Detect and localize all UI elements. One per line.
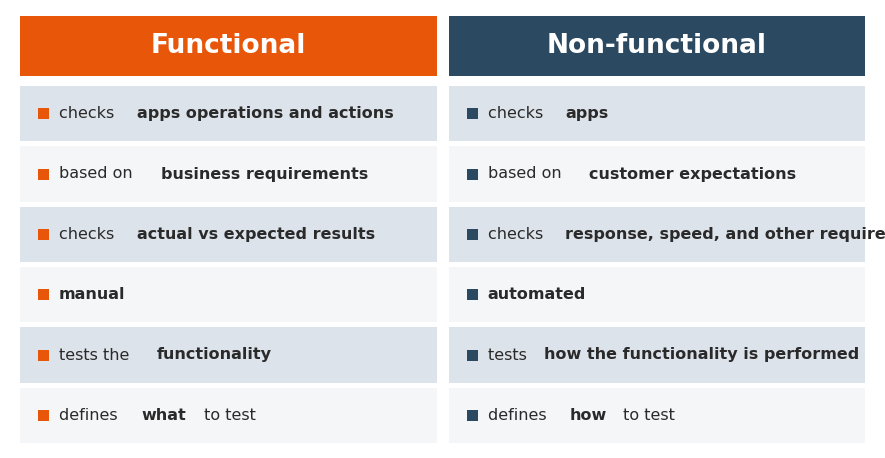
Text: manual: manual bbox=[59, 287, 126, 302]
Bar bbox=[466, 289, 478, 300]
Text: checks: checks bbox=[488, 106, 548, 121]
Bar bbox=[449, 86, 865, 142]
Text: defines: defines bbox=[59, 408, 123, 423]
Text: based on: based on bbox=[59, 167, 138, 181]
Bar bbox=[20, 147, 436, 202]
Bar bbox=[466, 169, 478, 180]
Text: customer expectations: customer expectations bbox=[589, 167, 796, 181]
Bar bbox=[20, 387, 436, 443]
Text: actual vs expected results: actual vs expected results bbox=[137, 227, 375, 242]
Text: what: what bbox=[142, 408, 186, 423]
Bar bbox=[20, 327, 436, 383]
Bar bbox=[38, 410, 49, 421]
Bar bbox=[38, 108, 49, 119]
Text: tests: tests bbox=[488, 348, 532, 362]
Bar bbox=[38, 349, 49, 360]
Text: functionality: functionality bbox=[157, 348, 272, 362]
Bar bbox=[466, 108, 478, 119]
Bar bbox=[38, 229, 49, 240]
Text: tests the: tests the bbox=[59, 348, 135, 362]
Bar bbox=[449, 267, 865, 322]
Text: response, speed, and other requirements: response, speed, and other requirements bbox=[566, 227, 885, 242]
Bar bbox=[449, 327, 865, 383]
Bar bbox=[20, 207, 436, 262]
Bar bbox=[466, 349, 478, 360]
Bar bbox=[466, 229, 478, 240]
Text: apps: apps bbox=[566, 106, 609, 121]
Text: to test: to test bbox=[199, 408, 256, 423]
Text: automated: automated bbox=[488, 287, 586, 302]
Bar bbox=[20, 16, 436, 76]
Bar bbox=[38, 169, 49, 180]
Text: business requirements: business requirements bbox=[160, 167, 368, 181]
Text: checks: checks bbox=[488, 227, 548, 242]
Text: how: how bbox=[570, 408, 607, 423]
Bar bbox=[466, 410, 478, 421]
Bar bbox=[20, 267, 436, 322]
Bar bbox=[449, 207, 865, 262]
Bar bbox=[20, 86, 436, 142]
Text: based on: based on bbox=[488, 167, 566, 181]
Text: how the functionality is performed: how the functionality is performed bbox=[544, 348, 859, 362]
Text: apps operations and actions: apps operations and actions bbox=[137, 106, 394, 121]
Bar bbox=[449, 147, 865, 202]
Text: Non-functional: Non-functional bbox=[547, 33, 766, 59]
Text: to test: to test bbox=[618, 408, 674, 423]
Text: checks: checks bbox=[59, 106, 119, 121]
Text: defines: defines bbox=[488, 408, 551, 423]
Text: Functional: Functional bbox=[150, 33, 306, 59]
Bar bbox=[449, 16, 865, 76]
Bar bbox=[38, 289, 49, 300]
Text: checks: checks bbox=[59, 227, 119, 242]
Bar bbox=[449, 387, 865, 443]
